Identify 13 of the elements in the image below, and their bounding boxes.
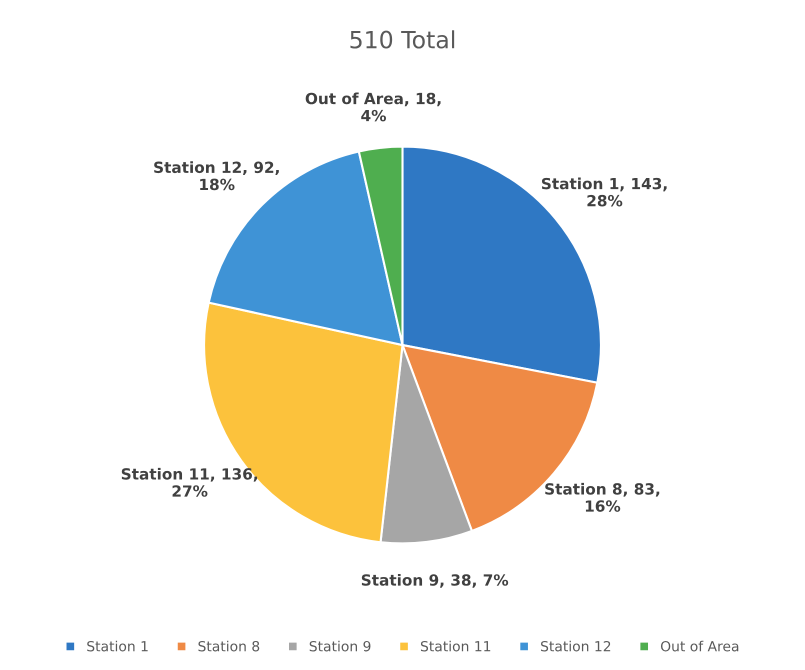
legend-label: Out of Area [660, 640, 738, 652]
data-label: Station 1, 143, 28% [542, 178, 667, 206]
chart-title: 510 Total [350, 30, 454, 49]
legend-label: Station 1 [87, 640, 148, 652]
data-label: Station 12, 92, 18% [154, 161, 279, 190]
data-label: Out of Area, 18, 4% [306, 92, 441, 122]
legend-label: Station 8 [198, 640, 260, 652]
data-label: Station 11, 136, 27% [122, 468, 258, 497]
data-label: Station 8, 83, 16% [545, 482, 660, 512]
legend-label: Station 9 [310, 640, 370, 652]
legend-label: Station 11 [420, 640, 490, 652]
data-label: Station 9, 38, 7% [362, 574, 508, 588]
legend-label: Station 12 [541, 640, 610, 652]
